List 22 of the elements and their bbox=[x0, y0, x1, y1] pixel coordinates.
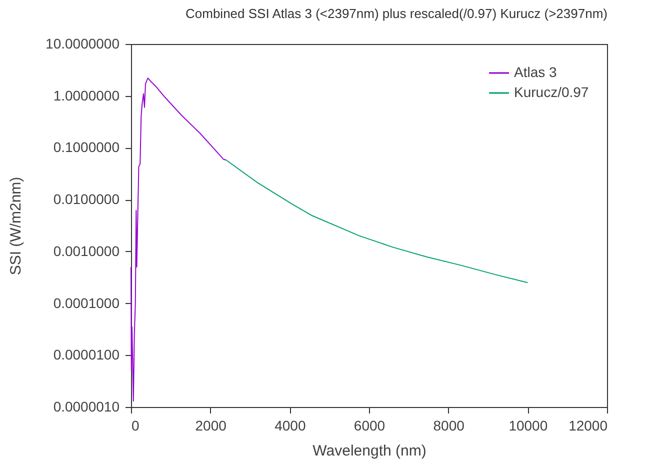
x-tick-label: 2000 bbox=[195, 418, 227, 434]
line-series bbox=[226, 159, 528, 284]
x-tick-label: 0 bbox=[132, 418, 140, 434]
x-tick-label: 6000 bbox=[354, 418, 386, 434]
y-tick-label: 0.0001000 bbox=[53, 294, 120, 311]
legend-label: Kurucz/0.97 bbox=[514, 84, 589, 100]
y-tick-label: 0.1000000 bbox=[53, 139, 120, 156]
y-tick-label: 0.0000100 bbox=[53, 346, 120, 363]
y-tick-label: 10.0000000 bbox=[46, 36, 120, 52]
y-tick-label: 0.0000010 bbox=[53, 398, 120, 414]
y-tick-label: 0.0100000 bbox=[53, 191, 120, 208]
x-tick-label: 4000 bbox=[274, 418, 306, 434]
x-tick-label: 8000 bbox=[433, 418, 465, 434]
x-tick-label: 10000 bbox=[508, 418, 548, 434]
y-axis-title: SSI (W/m2nm) bbox=[8, 176, 25, 276]
legend-label: Atlas 3 bbox=[514, 64, 558, 80]
chart-title: Combined SSI Atlas 3 (<2397nm) plus rescaled(/0.97) Kurucz (>2397nm) bbox=[186, 6, 608, 21]
y-tick-label: 1.0000000 bbox=[53, 87, 120, 104]
x-tick-label: 12000 bbox=[568, 418, 608, 434]
x-axis-title: Wavelength (nm) bbox=[312, 442, 426, 460]
line-series bbox=[130, 78, 227, 402]
y-tick-label: 0.0010000 bbox=[53, 242, 120, 259]
